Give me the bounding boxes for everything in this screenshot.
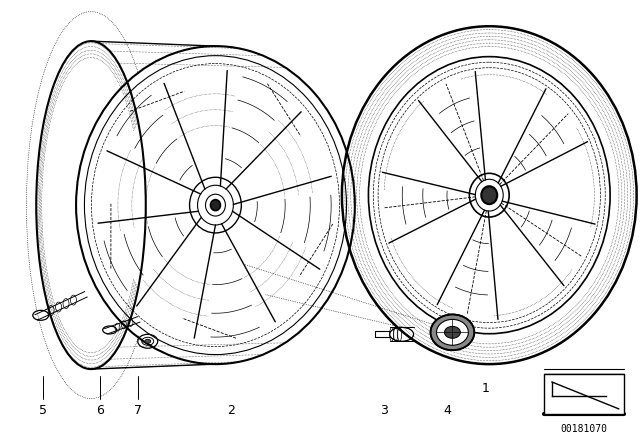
Text: 7: 7	[134, 405, 142, 418]
Text: 6: 6	[96, 405, 104, 418]
Polygon shape	[549, 379, 616, 409]
Ellipse shape	[431, 314, 474, 350]
Ellipse shape	[481, 186, 497, 204]
Bar	[544, 374, 623, 414]
Text: 5: 5	[39, 405, 47, 418]
Ellipse shape	[145, 339, 151, 343]
Text: 2: 2	[227, 405, 235, 418]
Text: 1: 1	[482, 382, 490, 395]
Ellipse shape	[211, 200, 220, 211]
Text: 4: 4	[444, 405, 451, 418]
Text: 00181070: 00181070	[561, 424, 607, 434]
Text: 3: 3	[380, 405, 388, 418]
Ellipse shape	[444, 326, 460, 338]
Ellipse shape	[436, 319, 468, 345]
